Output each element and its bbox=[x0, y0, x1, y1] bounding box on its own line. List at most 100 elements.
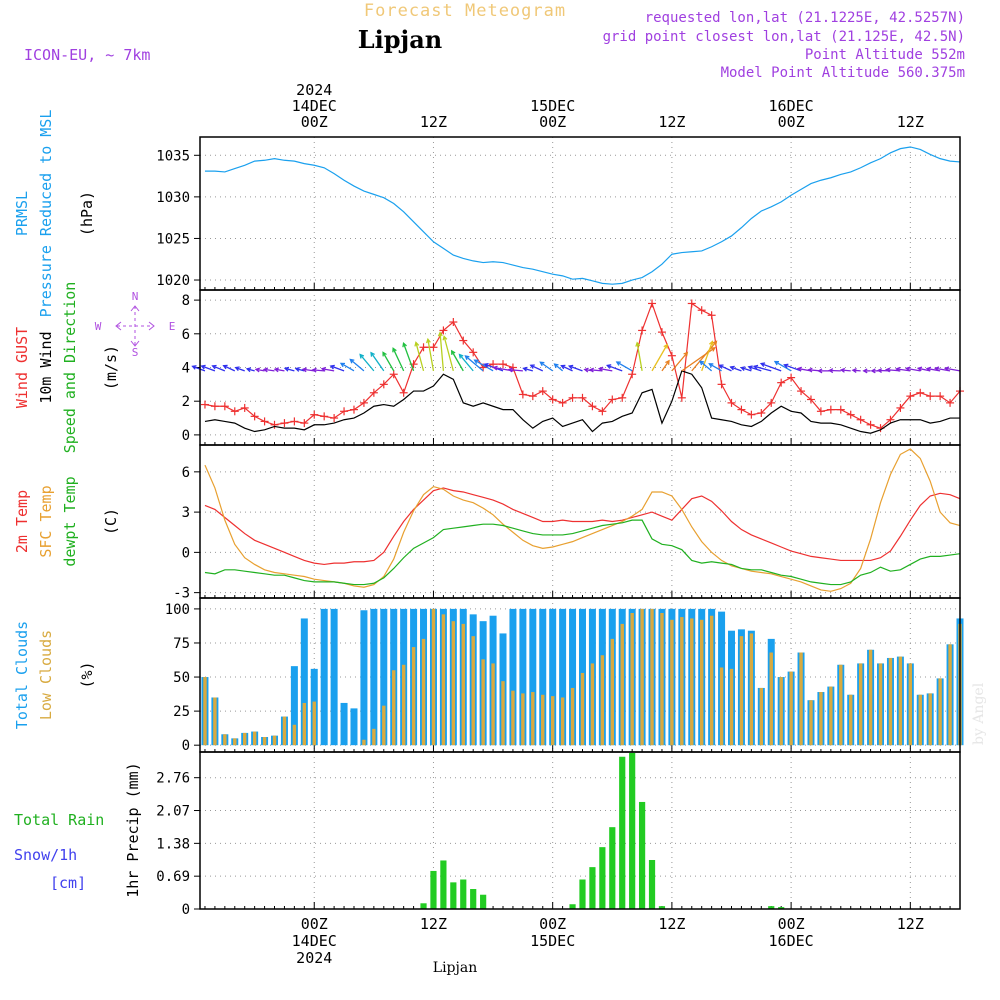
10m-wind-line bbox=[204, 370, 960, 434]
wind-arrow-shaft bbox=[530, 364, 544, 372]
wind-arrow bbox=[759, 362, 782, 372]
wind-arrow-head bbox=[311, 367, 317, 373]
total-clouds-bar bbox=[529, 608, 537, 746]
y-tick-label: 1.38 bbox=[156, 836, 190, 852]
compass-arrow-e bbox=[148, 321, 155, 331]
low-clouds-bar bbox=[570, 687, 575, 746]
wind-arrow-head bbox=[783, 363, 789, 369]
low-clouds-bar bbox=[243, 732, 247, 746]
gust-marker bbox=[747, 410, 756, 419]
panel-unit-label: (hPa) bbox=[78, 191, 96, 236]
wind-arrow-shaft bbox=[201, 365, 216, 372]
panel-3: -3 0 3 6 2m Temp SFC Temp dewpt Temp (C) bbox=[13, 444, 961, 602]
gust-marker bbox=[399, 388, 408, 397]
y-tick-label: 2 bbox=[182, 394, 190, 410]
wind-arrow-shaft bbox=[709, 363, 722, 372]
gust-marker bbox=[687, 299, 696, 308]
low-clouds-bar bbox=[262, 737, 267, 746]
low-clouds-bar bbox=[471, 636, 475, 746]
wind-arrow-head bbox=[492, 365, 498, 371]
wind-arrow-shaft bbox=[264, 368, 275, 372]
wind-arrow-head bbox=[588, 367, 595, 373]
dewpt-temp-line bbox=[204, 519, 961, 586]
wind-arrow-shaft bbox=[730, 366, 742, 372]
wind-arrow-head bbox=[553, 363, 559, 369]
gust-marker bbox=[320, 412, 329, 421]
wind-arrow-shaft bbox=[691, 341, 717, 372]
wind-arrow bbox=[597, 366, 613, 372]
wind-arrow-head bbox=[320, 366, 327, 372]
wind-arrow bbox=[339, 362, 355, 372]
wind-arrow bbox=[262, 367, 275, 373]
low-clouds-bar bbox=[521, 693, 525, 746]
wind-arrow-head bbox=[522, 366, 528, 372]
wind-arrow-head bbox=[382, 351, 387, 357]
2m-temp-line bbox=[204, 487, 961, 566]
wind-arrow-shaft bbox=[321, 368, 335, 372]
gust-marker bbox=[518, 390, 527, 399]
top-time-label: 12Z bbox=[420, 113, 447, 131]
wind-arrow bbox=[828, 368, 841, 374]
wind-arrow-head bbox=[339, 362, 346, 368]
wind-arrow bbox=[473, 359, 494, 372]
wind-arrow-shaft bbox=[616, 361, 633, 372]
compass-arrow-n bbox=[130, 305, 140, 312]
bottom-time-label: 12Z bbox=[420, 915, 447, 933]
low-clouds-bar bbox=[233, 738, 237, 746]
y-tick-label: 50 bbox=[173, 670, 190, 686]
gust-marker bbox=[558, 398, 567, 407]
bottom-time-label: 15DEC bbox=[530, 932, 575, 950]
wind-arrow bbox=[588, 367, 603, 373]
wind-arrow-shaft bbox=[748, 366, 762, 372]
wind-arrow-head bbox=[925, 366, 932, 372]
wind-arrow-shaft bbox=[540, 361, 554, 372]
wind-arrow-shaft bbox=[192, 365, 206, 372]
top-time-label: 12Z bbox=[897, 113, 924, 131]
gust-marker bbox=[598, 407, 607, 416]
gust-marker bbox=[240, 403, 249, 412]
wind-arrow-head bbox=[817, 368, 823, 374]
panel-axis-title: Total Clouds bbox=[13, 621, 31, 729]
low-clouds-bar bbox=[292, 724, 297, 746]
wind-arrow bbox=[458, 353, 474, 372]
wind-arrow bbox=[437, 331, 445, 371]
total-rain-bar bbox=[648, 859, 656, 909]
y-tick-label: 1025 bbox=[156, 231, 190, 247]
wind-arrow-shaft bbox=[443, 336, 454, 372]
wind-arrow-shaft bbox=[223, 365, 236, 372]
low-clouds-bar bbox=[749, 633, 754, 746]
top-time-label: 14DEC bbox=[292, 97, 337, 115]
gust-marker bbox=[667, 351, 676, 360]
low-clouds-bar bbox=[511, 690, 515, 746]
panel-unit-label: (m/s) bbox=[102, 345, 120, 390]
wind-arrow bbox=[254, 367, 265, 373]
gust-marker bbox=[648, 299, 657, 308]
top-time-label: 00Z bbox=[539, 113, 566, 131]
low-clouds-bar bbox=[878, 663, 883, 746]
wind-arrow bbox=[747, 365, 762, 372]
low-clouds-bar bbox=[680, 617, 684, 746]
low-clouds-bar bbox=[272, 735, 277, 746]
gust-marker bbox=[528, 392, 537, 401]
location-title: Lipjan bbox=[358, 25, 442, 54]
wind-arrow-head bbox=[567, 364, 574, 370]
panel-frame bbox=[199, 751, 961, 910]
y-tick-label: 75 bbox=[173, 636, 190, 652]
wind-arrow-head bbox=[234, 366, 240, 372]
gust-marker bbox=[866, 420, 875, 429]
wind-arrow-head bbox=[414, 341, 420, 347]
top-time-label: 16DEC bbox=[769, 97, 814, 115]
low-clouds-bar bbox=[411, 647, 416, 746]
panel-axis-title: Speed and Direction bbox=[61, 282, 79, 454]
wind-arrow-head bbox=[796, 366, 802, 372]
low-clouds-bar bbox=[252, 731, 257, 746]
wind-arrow-head bbox=[752, 364, 759, 370]
wind-arrow-shaft bbox=[906, 367, 921, 372]
wind-arrow-shaft bbox=[402, 343, 415, 372]
wind-arrow-shaft bbox=[349, 358, 365, 372]
wind-arrow bbox=[392, 347, 405, 372]
model-label: ICON-EU, ~ 7km bbox=[24, 46, 150, 64]
low-clouds-bar bbox=[918, 694, 922, 746]
low-clouds-bar bbox=[888, 657, 893, 746]
wind-arrow-head bbox=[442, 335, 448, 341]
